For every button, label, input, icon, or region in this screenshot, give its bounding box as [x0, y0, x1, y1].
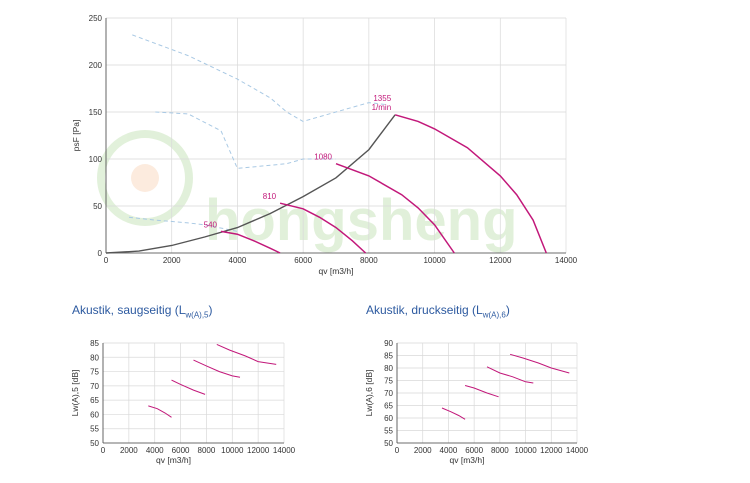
series-line-540 — [148, 405, 172, 418]
x-tick-label: 12000 — [540, 446, 563, 455]
x-tick-label: 2000 — [414, 446, 432, 455]
x-tick-label: 8000 — [198, 446, 216, 455]
x-axis-label: qv [m3/h] — [319, 266, 354, 276]
y-tick-label: 80 — [90, 353, 99, 362]
system-curve — [105, 114, 396, 254]
y-tick-label: 70 — [384, 389, 393, 398]
x-tick-label: 0 — [395, 446, 400, 455]
series-line-540 — [220, 230, 281, 254]
x-tick-label: 12000 — [489, 256, 512, 265]
y-tick-label: 55 — [90, 425, 99, 434]
reference-curve-dashed-upper — [132, 34, 386, 122]
x-tick-label: 14000 — [566, 446, 589, 455]
x-tick-label: 0 — [104, 256, 109, 265]
y-tick-label: 75 — [384, 377, 393, 386]
x-axis-label: qv [m3/h] — [156, 455, 191, 465]
y-tick-label: 50 — [90, 439, 99, 448]
suction-acoustic-title: Akustik, saugseitig (Lw(A),5) — [72, 303, 213, 320]
x-tick-label: 0 — [101, 446, 106, 455]
acoustic-pressure-chart: 0 2000 4000 6000 8000 10000 12000 14000 50 55 60 65… — [364, 339, 589, 465]
fan-curve-chart: 0 2000 4000 6000 8000 10000 12000 14000 0 50 100 15… — [71, 14, 578, 276]
speed-unit-label: 1/min — [372, 103, 392, 112]
x-axis-label: qv [m3/h] — [450, 455, 485, 465]
x-tick-label: 10000 — [221, 446, 244, 455]
series-line-1080 — [335, 162, 455, 254]
series-line-1080 — [193, 359, 241, 378]
y-tick-label: 250 — [89, 14, 103, 23]
y-axis-label: Lw(A),5 [dB] — [70, 370, 80, 417]
x-tick-label: 2000 — [163, 256, 181, 265]
speed-label-540: 540 — [204, 220, 218, 229]
x-tick-label: 8000 — [491, 446, 509, 455]
y-tick-label: 0 — [98, 249, 103, 258]
y-tick-label: 150 — [89, 108, 103, 117]
x-tick-label: 10000 — [514, 446, 537, 455]
x-tick-label: 4000 — [146, 446, 164, 455]
watermark-sun — [131, 164, 159, 192]
y-tick-label: 65 — [384, 402, 393, 411]
y-tick-label: 70 — [90, 382, 99, 391]
y-tick-label: 75 — [90, 368, 99, 377]
x-tick-label: 4000 — [440, 446, 458, 455]
watermark-ring — [97, 130, 193, 226]
x-tick-label: 10000 — [423, 256, 446, 265]
y-axis-label: psF [Pa] — [71, 120, 81, 152]
series-line-810 — [464, 385, 499, 398]
pressure-acoustic-title: Akustik, druckseitig (Lw(A),6) — [366, 303, 510, 320]
y-tick-label: 200 — [89, 61, 103, 70]
series-line-810 — [279, 202, 367, 254]
y-tick-label: 65 — [90, 396, 99, 405]
x-tick-label: 6000 — [465, 446, 483, 455]
y-tick-label: 85 — [384, 352, 393, 361]
speed-label-1355: 1355 — [373, 94, 391, 103]
series-line-1355 — [394, 114, 547, 254]
x-tick-label: 6000 — [294, 256, 312, 265]
reference-curve-dashed-lower — [128, 216, 238, 232]
series-line-810 — [171, 379, 206, 395]
y-tick-label: 60 — [90, 410, 99, 419]
y-tick-label: 80 — [384, 364, 393, 373]
reference-curve-dashed-middle — [155, 111, 336, 169]
series-line-1080 — [486, 366, 534, 384]
watermark-text: hongsheng — [205, 188, 518, 253]
y-tick-label: 90 — [384, 339, 393, 348]
y-axis-label: Lw(A),6 [dB] — [364, 370, 374, 417]
y-tick-label: 50 — [93, 202, 102, 211]
series-line-1355 — [216, 343, 277, 365]
x-tick-label: 8000 — [360, 256, 378, 265]
x-tick-label: 14000 — [273, 446, 296, 455]
x-tick-label: 14000 — [555, 256, 578, 265]
y-tick-label: 50 — [384, 439, 393, 448]
x-tick-label: 4000 — [229, 256, 247, 265]
x-tick-label: 6000 — [172, 446, 190, 455]
y-tick-label: 55 — [384, 427, 393, 436]
x-tick-label: 12000 — [247, 446, 270, 455]
y-tick-label: 100 — [89, 155, 103, 164]
speed-label-1080: 1080 — [314, 153, 332, 162]
speed-label-810: 810 — [263, 192, 277, 201]
series-line-1355 — [509, 353, 570, 374]
y-tick-label: 85 — [90, 339, 99, 348]
series-line-540 — [441, 407, 466, 420]
x-tick-label: 2000 — [120, 446, 138, 455]
acoustic-suction-chart: 0 2000 4000 6000 8000 10000 12000 14000 50 55 60 65… — [70, 339, 296, 465]
y-tick-label: 60 — [384, 414, 393, 423]
